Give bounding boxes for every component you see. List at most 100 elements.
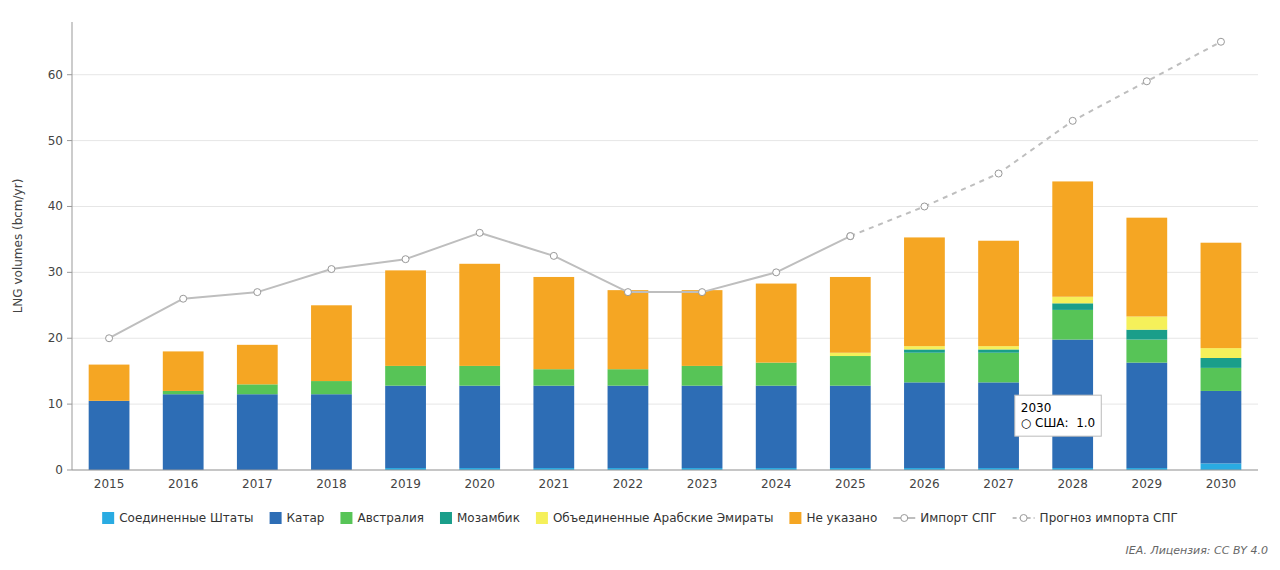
- bar-segment: [163, 394, 204, 470]
- bars: [89, 181, 1242, 470]
- legend-label: Австралия: [357, 511, 424, 525]
- legend-item: Прогноз импорта СПГ: [1013, 511, 1178, 525]
- y-tick: [67, 338, 72, 339]
- legend-item: Не указано: [789, 511, 877, 525]
- line-marker: [624, 289, 631, 296]
- grid-line: [72, 140, 1258, 141]
- bar-segment: [1201, 243, 1242, 348]
- y-tick: [67, 404, 72, 405]
- bar-segment: [1052, 310, 1093, 340]
- bar-segment: [830, 386, 871, 468]
- bar-segment: [459, 366, 500, 386]
- bar-segment: [904, 237, 945, 346]
- bar-segment: [1052, 181, 1093, 296]
- line-marker: [106, 335, 113, 342]
- grid-line: [72, 74, 1258, 75]
- plot-area: [89, 38, 1242, 470]
- bar-segment: [311, 305, 352, 381]
- y-tick-label: 0: [55, 463, 63, 477]
- line-marker: [847, 233, 854, 240]
- x-tick-label: 2021: [539, 477, 570, 491]
- line-marker: [476, 229, 483, 236]
- bar-segment: [608, 369, 649, 385]
- y-tick: [67, 470, 72, 471]
- annotation-text: 2030○ США: 1.0: [1021, 401, 1095, 430]
- legend-item: Катар: [270, 511, 325, 525]
- bar-segment: [978, 349, 1019, 352]
- bar-segment: [1201, 463, 1242, 470]
- x-tick-label: 2015: [94, 477, 125, 491]
- bar-segment: [237, 384, 278, 394]
- line-marker: [550, 252, 557, 259]
- legend-label: Объединенные Арабские Эмираты: [553, 511, 773, 525]
- y-axis: 0102030405060: [48, 22, 72, 477]
- bar-segment: [756, 284, 797, 363]
- line: [109, 233, 850, 338]
- legend-swatch: [340, 512, 352, 524]
- legend-label: Мозамбик: [457, 511, 520, 525]
- line: [850, 42, 1221, 236]
- legend-item: Мозамбик: [440, 511, 520, 525]
- legend-label: Импорт СПГ: [920, 511, 996, 525]
- bar-segment: [1052, 297, 1093, 304]
- bar-segment: [533, 277, 574, 369]
- bar-segment: [459, 264, 500, 366]
- line-marker: [921, 203, 928, 210]
- y-axis-line: [72, 22, 73, 470]
- annotation: 2030○ США: 1.0: [1015, 395, 1101, 436]
- bar-segment: [682, 386, 723, 468]
- legend-swatch: [102, 512, 114, 524]
- bar-segment: [904, 349, 945, 352]
- annotation-line: ○ США: 1.0: [1021, 416, 1095, 430]
- bar-segment: [533, 386, 574, 468]
- legend-marker: [901, 515, 908, 522]
- legend-swatch: [536, 512, 548, 524]
- bar-segment: [459, 386, 500, 468]
- line-marker: [995, 170, 1002, 177]
- line-marker: [328, 266, 335, 273]
- y-tick-label: 20: [48, 331, 63, 345]
- legend-label: Соединенные Штаты: [119, 511, 253, 525]
- legend-label: Прогноз импорта СПГ: [1040, 511, 1178, 525]
- grid-line: [72, 470, 1258, 471]
- bar-segment: [1052, 303, 1093, 310]
- y-axis-label: LNG volumes (bcm/yr): [11, 179, 25, 314]
- line-marker: [180, 295, 187, 302]
- y-tick-label: 30: [48, 265, 63, 279]
- bar-segment: [89, 401, 130, 470]
- bar-segment: [978, 346, 1019, 349]
- bar-segment: [385, 366, 426, 386]
- y-tick: [67, 140, 72, 141]
- bar-segment: [311, 394, 352, 470]
- x-tick-label: 2024: [761, 477, 792, 491]
- legend-item: Объединенные Арабские Эмираты: [536, 511, 773, 525]
- chart: 0102030405060LNG volumes (bcm/yr)2015201…: [0, 0, 1280, 570]
- line-marker: [1069, 117, 1076, 124]
- bar-segment: [1126, 340, 1167, 363]
- legend-label: Не указано: [806, 511, 877, 525]
- bar-segment: [682, 366, 723, 386]
- line-marker: [402, 256, 409, 263]
- bar-segment: [978, 241, 1019, 346]
- bar-segment: [904, 346, 945, 349]
- legend: Соединенные Штаты Катар Австралия Мозамбик О…: [102, 511, 1178, 525]
- lines: [106, 38, 1225, 341]
- grid: [72, 75, 1258, 470]
- y-tick-label: 10: [48, 397, 63, 411]
- bar-segment: [1126, 363, 1167, 468]
- x-axis: 2015201620172018201920202021202220232024…: [72, 470, 1258, 491]
- bar-segment: [978, 353, 1019, 383]
- y-tick: [67, 206, 72, 207]
- y-tick: [67, 272, 72, 273]
- bar-segment: [237, 394, 278, 470]
- credit: IEA. Лицензия: CC BY 4.0: [1125, 544, 1268, 557]
- bar-segment: [163, 391, 204, 394]
- x-tick-label: 2030: [1206, 477, 1237, 491]
- x-tick-label: 2022: [613, 477, 644, 491]
- x-tick-label: 2028: [1057, 477, 1088, 491]
- annotation-line: 2030: [1021, 401, 1052, 415]
- bar-segment: [682, 290, 723, 366]
- bar-segment: [385, 270, 426, 366]
- legend-marker: [1020, 515, 1027, 522]
- bar-segment: [904, 382, 945, 468]
